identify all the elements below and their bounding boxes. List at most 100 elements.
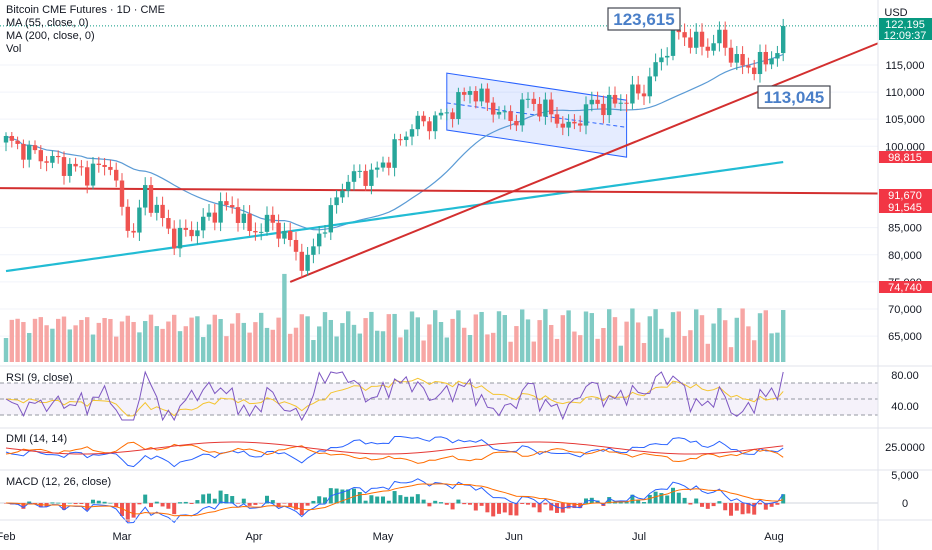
candle-body — [404, 136, 409, 141]
macd-hist-bar — [665, 495, 670, 504]
candle-body — [636, 84, 641, 94]
price-badge-label: 91,545 — [888, 202, 922, 214]
candle-body — [340, 190, 345, 198]
candle-body — [450, 112, 455, 119]
macd-hist-bar — [514, 503, 519, 516]
volume-bar — [276, 317, 281, 362]
annotation-support-label: 113,045 — [764, 88, 825, 107]
macd-hist-bar — [618, 501, 623, 504]
candle-body — [9, 136, 14, 141]
price-badge-countdown: 12:09:37 — [884, 30, 927, 42]
price-badge-label: 122,195 — [885, 19, 925, 31]
candle-body — [537, 103, 542, 117]
volume-bar — [189, 317, 194, 362]
price-tick-label: 70,000 — [888, 304, 922, 316]
volume-bar — [612, 317, 618, 362]
candle-body — [589, 99, 594, 105]
macd-title: MACD (12, 26, close) — [6, 476, 112, 488]
candle-body — [514, 120, 519, 126]
candle-body — [224, 201, 229, 206]
volume-bar — [206, 324, 212, 362]
volume-bar — [183, 326, 188, 362]
macd-hist-bar — [502, 503, 507, 513]
macd-hist-bar — [439, 502, 443, 504]
macd-hist-bar — [549, 503, 554, 511]
macd-hist-bar — [207, 493, 211, 504]
candle-body — [282, 230, 287, 239]
volume-bar — [363, 318, 368, 362]
candle-body — [311, 246, 316, 255]
time-axis-label: Feb — [0, 531, 15, 543]
macd-hist-bar — [763, 503, 768, 510]
candle-body — [27, 145, 32, 160]
macd-hist-bar — [630, 494, 635, 504]
candle-body — [398, 139, 403, 141]
macd-hist-bar — [520, 503, 525, 504]
candle-body — [346, 181, 351, 191]
volume-bar — [311, 340, 316, 362]
macd-tick-label: 0 — [902, 498, 908, 510]
price-badge — [879, 151, 932, 163]
candle-body — [566, 121, 571, 128]
macd-hist-bar — [485, 503, 490, 513]
volume-bar — [450, 318, 455, 362]
macd-hist-bar — [96, 500, 101, 504]
macd-hist-bar — [294, 503, 298, 510]
volume-bar — [728, 347, 734, 362]
candle-body — [496, 111, 502, 115]
volume-bar — [508, 341, 513, 362]
main-legend: Bitcoin CME Futures · 1D · CME MA (55, c… — [6, 4, 165, 56]
volume-bar — [444, 337, 449, 362]
candle-body — [456, 92, 461, 119]
macd-hist-bar — [85, 503, 90, 511]
macd-hist-bar — [143, 494, 148, 504]
volume-bar — [688, 330, 693, 362]
candle-body — [363, 170, 368, 186]
candle-body — [328, 205, 333, 233]
candle-body — [166, 218, 171, 229]
macd-hist-bar — [224, 494, 229, 504]
candle-body — [119, 180, 125, 207]
candle-body — [531, 98, 536, 104]
candle-body — [253, 231, 258, 233]
candle-body — [108, 166, 113, 170]
macd-hist-bar — [659, 493, 664, 504]
time-axis-label: Mar — [113, 531, 132, 543]
candle-body — [769, 58, 774, 65]
macd-hist-bar — [212, 498, 217, 504]
volume-bar — [595, 338, 600, 362]
macd-hist-bar — [711, 503, 716, 507]
price-badge — [879, 189, 932, 201]
macd-hist-bar — [717, 501, 722, 504]
candle-body — [102, 164, 107, 167]
volume-bar — [148, 314, 154, 362]
candle-body — [276, 222, 281, 239]
candle-body — [293, 239, 299, 252]
macd-hist-bar — [450, 503, 455, 510]
volume-bar — [578, 335, 583, 362]
macd-hist-bar — [67, 502, 72, 504]
macd-hist-bar — [781, 494, 786, 504]
volume-bar — [473, 314, 478, 362]
macd-hist-bar — [758, 503, 762, 505]
volume-bar — [235, 313, 241, 362]
macd-hist-bar — [729, 503, 733, 516]
candle-body — [601, 103, 606, 116]
rsi-line — [5, 370, 784, 422]
macd-hist-bar — [160, 503, 165, 507]
candle-body — [682, 32, 687, 38]
candle-body — [79, 166, 84, 168]
candle-body — [688, 37, 693, 48]
time-axis-label: Jul — [632, 531, 646, 543]
macd-hist-bar — [178, 502, 182, 504]
volume-bar — [3, 338, 9, 362]
macd-hist-bar — [723, 503, 728, 511]
annotation-support-box — [757, 85, 831, 109]
volume-bar — [647, 316, 652, 362]
rsi-tick-label: 80.00 — [891, 370, 919, 382]
volume-bar — [531, 341, 536, 362]
volume-bar — [172, 314, 177, 362]
price-badge — [879, 201, 932, 213]
macd-hist-bar — [642, 502, 646, 504]
